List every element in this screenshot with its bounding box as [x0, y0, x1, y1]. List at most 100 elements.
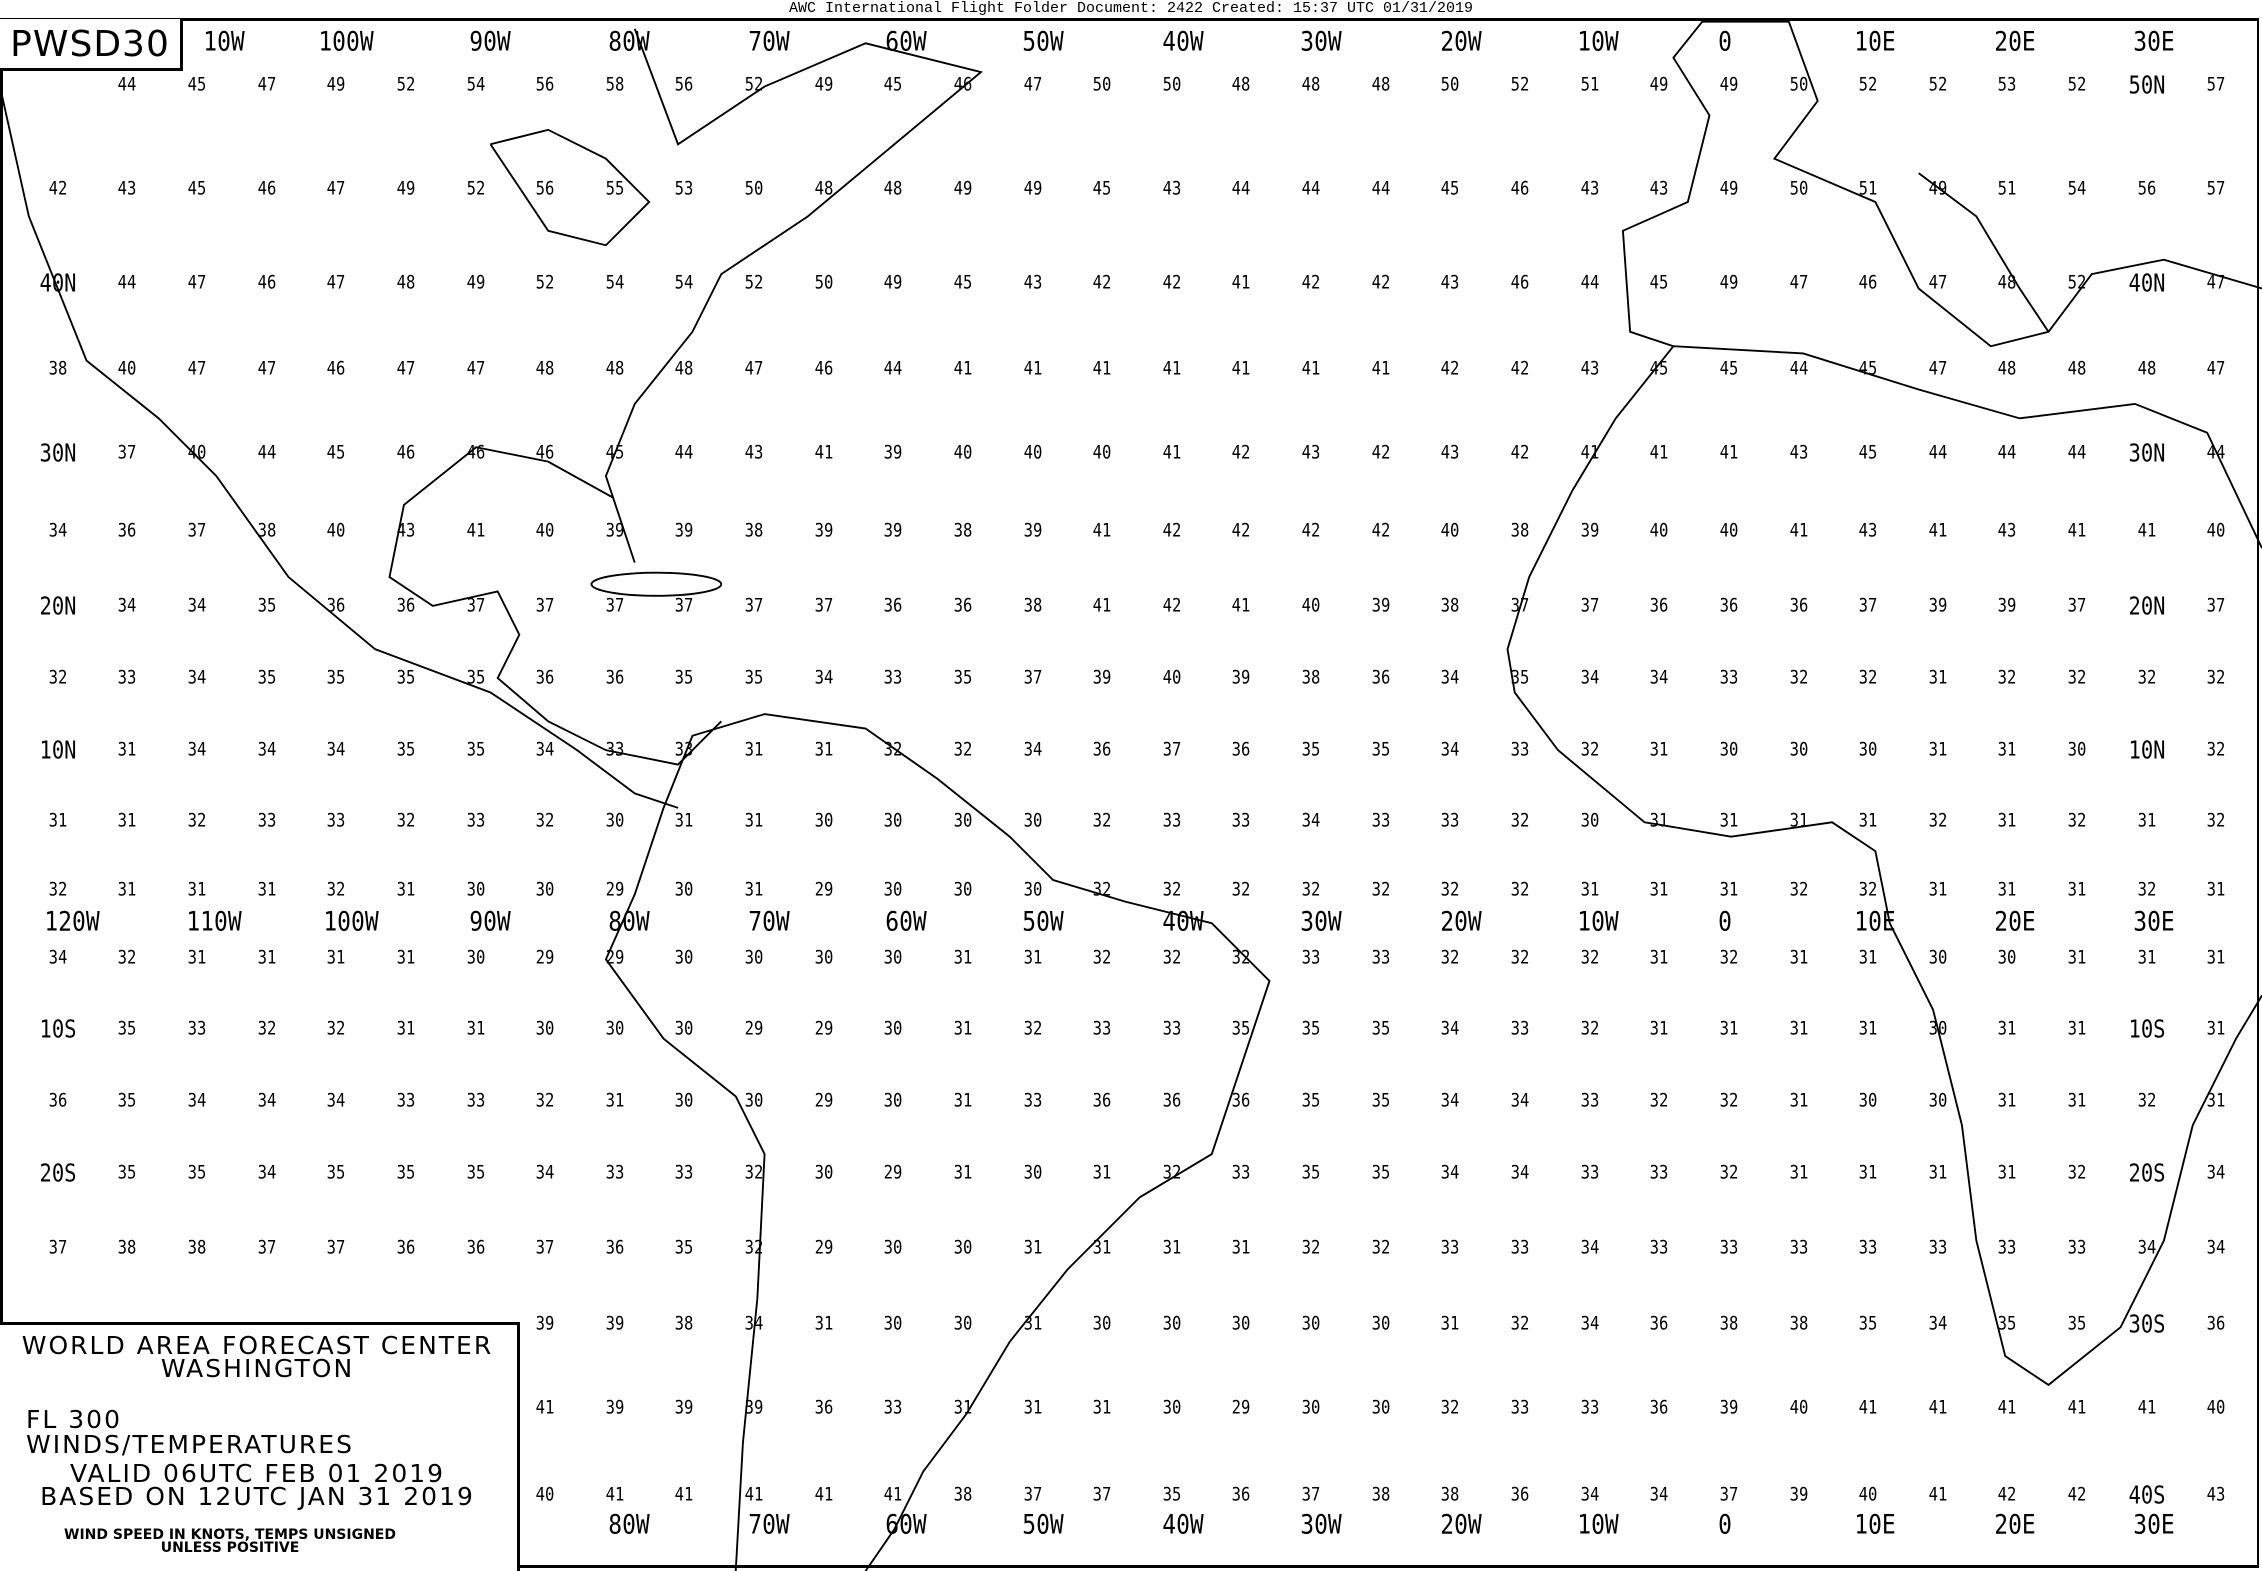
- temperature-value: 33: [605, 1161, 625, 1184]
- temperature-value: 42: [1510, 441, 1530, 464]
- temperature-value: 50: [1789, 177, 1808, 200]
- temperature-value: 34: [1301, 809, 1321, 832]
- temperature-value: 32: [1232, 946, 1251, 969]
- temperature-value: 35: [396, 1161, 416, 1184]
- temperature-value: 31: [1649, 878, 1669, 901]
- temperature-value: 32: [117, 946, 137, 969]
- temperature-value: 30: [1162, 1396, 1182, 1419]
- temperature-value: 33: [1928, 1236, 1948, 1259]
- temperature-value: 45: [1719, 357, 1739, 380]
- temperature-value: 33: [466, 1089, 485, 1112]
- temperature-value: 32: [1789, 878, 1808, 901]
- temperature-value: 31: [2067, 1089, 2087, 1112]
- temperature-value: 39: [1928, 594, 1948, 617]
- longitude-label-bottom: 70W: [748, 1509, 790, 1541]
- longitude-label-bottom: 30W: [1300, 1509, 1343, 1541]
- temperature-value: 31: [814, 738, 834, 761]
- longitude-label-top: 0: [1718, 26, 1733, 58]
- temperature-value: 32: [2067, 809, 2087, 832]
- temperature-value: 33: [1580, 1396, 1600, 1419]
- temperature-value: 32: [1580, 738, 1600, 761]
- temperature-value: 36: [1371, 666, 1391, 689]
- temperature-value: 31: [1928, 666, 1948, 689]
- temperature-value: 32: [326, 878, 346, 901]
- temperature-value: 41: [1301, 357, 1321, 380]
- temperature-value: 37: [2206, 594, 2226, 617]
- temperature-value: 31: [1789, 1089, 1808, 1112]
- north-america-atlantic-coast: [388, 28, 983, 766]
- temperature-value: 30: [814, 946, 834, 969]
- temperature-value: 47: [257, 73, 276, 96]
- temperature-value: 31: [1649, 1017, 1669, 1040]
- temperature-value: 45: [1441, 177, 1460, 200]
- temperature-value: 37: [117, 441, 137, 464]
- temperature-value: 41: [814, 441, 834, 464]
- temperature-value: 41: [2137, 519, 2157, 542]
- temperature-value: 32: [396, 809, 416, 832]
- temperature-value: 31: [1092, 1161, 1112, 1184]
- longitude-label-middle: 0: [1718, 906, 1733, 938]
- temperature-value: 36: [814, 1396, 834, 1419]
- temperature-value: 36: [117, 519, 137, 542]
- temperature-value: 45: [1858, 441, 1878, 464]
- temperature-value: 37: [466, 594, 485, 617]
- temperature-value: 40: [1789, 1396, 1808, 1419]
- temperature-value: 31: [1789, 1161, 1808, 1184]
- temperature-value: 32: [2067, 666, 2087, 689]
- temperature-value: 41: [1719, 441, 1739, 464]
- temperature-value: 30: [1301, 1396, 1321, 1419]
- temperature-value: 40: [1858, 1483, 1878, 1506]
- temperature-value: 42: [1232, 441, 1251, 464]
- temperature-value: 31: [396, 946, 416, 969]
- temperature-value: 31: [2067, 1017, 2087, 1040]
- longitude-label-bottom: 0: [1718, 1509, 1733, 1541]
- temperature-value: 41: [814, 1483, 834, 1506]
- temperature-value: 31: [1789, 1017, 1808, 1040]
- temperature-value: 30: [1789, 738, 1808, 761]
- temperature-value: 31: [1023, 1312, 1042, 1335]
- temperature-value: 31: [814, 1312, 834, 1335]
- temperature-value: 31: [1092, 1396, 1112, 1419]
- temperature-value: 51: [1580, 73, 1600, 96]
- legend-city: WASHINGTON: [160, 1354, 355, 1383]
- temperature-value: 41: [1232, 271, 1251, 294]
- temperature-value: 45: [187, 73, 207, 96]
- temperature-value: 31: [1858, 1017, 1878, 1040]
- temperature-value: 40: [1649, 519, 1669, 542]
- temperature-value: 34: [1649, 1483, 1669, 1506]
- temperature-value: 37: [326, 1236, 346, 1259]
- temperature-value: 41: [1789, 519, 1808, 542]
- temperature-value: 43: [117, 177, 137, 200]
- temperature-value: 35: [326, 1161, 346, 1184]
- temperature-value: 47: [466, 357, 485, 380]
- temperature-value: 43: [1301, 441, 1321, 464]
- temperature-value: 46: [257, 271, 276, 294]
- temperature-value: 32: [1162, 1161, 1182, 1184]
- temperature-value: 41: [1092, 594, 1112, 617]
- temperature-value: 52: [1510, 73, 1530, 96]
- temperature-value: 32: [953, 738, 973, 761]
- temperature-value: 49: [1719, 271, 1739, 294]
- temperature-value: 52: [2067, 73, 2087, 96]
- temperature-value: 42: [1162, 519, 1182, 542]
- temperature-value: 47: [187, 271, 207, 294]
- temperature-value: 37: [605, 594, 625, 617]
- temperature-value: 34: [257, 1161, 276, 1184]
- temperature-value: 32: [48, 878, 68, 901]
- longitude-label-top: 60W: [885, 26, 927, 58]
- temperature-value: 33: [1371, 946, 1391, 969]
- temperature-value: 38: [953, 519, 973, 542]
- temperature-value: 34: [1580, 1236, 1600, 1259]
- temperature-value: 41: [744, 1483, 764, 1506]
- temperature-value: 31: [2137, 946, 2157, 969]
- temperature-value: 36: [466, 1236, 485, 1259]
- temperature-value: 42: [1371, 271, 1391, 294]
- legend-center: WORLD AREA FORECAST CENTER: [21, 1331, 494, 1360]
- temperature-value: 31: [1649, 738, 1669, 761]
- temperature-value: 30: [883, 1236, 903, 1259]
- temperature-value: 30: [1023, 809, 1042, 832]
- temperature-value: 37: [1092, 1483, 1112, 1506]
- longitude-label-middle: 120W: [44, 906, 100, 938]
- temperature-value: 47: [744, 357, 764, 380]
- longitude-label-middle: 60W: [885, 906, 927, 938]
